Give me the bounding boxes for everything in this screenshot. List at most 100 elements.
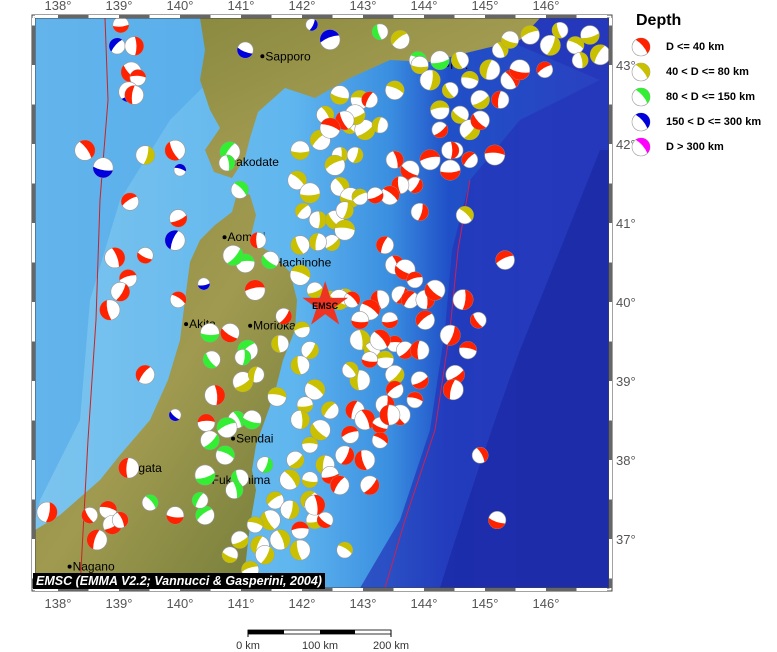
focal-mechanism-y[interactable] [280,500,300,520]
focal-mechanism-g[interactable] [141,494,159,511]
focal-mechanism-r[interactable] [36,501,58,523]
focal-mechanism-r[interactable] [431,121,449,139]
focal-mechanism-r[interactable] [343,291,361,308]
focal-mechanism-r[interactable] [124,36,144,56]
focal-mechanism-r[interactable] [361,91,379,109]
focal-mechanism-r[interactable] [375,236,394,255]
focal-mechanism-y[interactable] [324,154,346,176]
focal-mechanism-r[interactable] [442,379,464,401]
focal-mechanism-b[interactable] [305,18,319,32]
focal-mechanism-y[interactable] [334,219,356,241]
focal-mechanism-r[interactable] [204,384,226,406]
focal-mechanism-y[interactable] [571,51,589,69]
focal-mechanism-r[interactable] [495,250,515,270]
focal-mechanism-y[interactable] [430,100,450,120]
focal-mechanism-r[interactable] [120,192,139,211]
focal-mechanism-y[interactable] [286,450,305,469]
focal-mechanism-y[interactable] [266,491,285,510]
focal-mechanism-r[interactable] [341,425,360,444]
focal-mechanism-y[interactable] [294,202,312,220]
focal-mechanism-r[interactable] [275,307,293,325]
focal-mechanism-y[interactable] [470,90,490,110]
focal-mechanism-y[interactable] [255,545,275,565]
focal-mechanism-y[interactable] [259,509,281,531]
focal-mechanism-r[interactable] [461,151,479,169]
focal-mechanism-r[interactable] [129,69,147,86]
focal-mechanism-y[interactable] [520,25,540,45]
focal-mechanism-y[interactable] [321,401,340,420]
focal-mechanism-r[interactable] [419,149,441,171]
focal-mechanism-r[interactable] [118,457,140,479]
focal-mechanism-y[interactable] [301,471,319,489]
focal-mechanism-b[interactable] [108,37,126,55]
focal-mechanism-r[interactable] [439,324,461,346]
focal-mechanism-y[interactable] [269,529,291,551]
focal-mechanism-r[interactable] [360,475,380,495]
focal-mechanism-y[interactable] [580,25,600,45]
focal-mechanism-y[interactable] [419,69,441,91]
focal-mechanism-r[interactable] [424,279,446,301]
focal-mechanism-y[interactable] [479,59,501,81]
focal-mechanism-r[interactable] [410,340,430,360]
focal-mechanism-g[interactable] [230,180,249,199]
focal-mechanism-r[interactable] [366,187,384,204]
focal-mechanism-r[interactable] [369,329,391,351]
focal-mechanism-r[interactable] [249,232,267,249]
focal-mechanism-y[interactable] [385,80,405,100]
focal-mechanism-y[interactable] [290,235,310,255]
focal-mechanism-y[interactable] [450,105,469,124]
focal-mechanism-y[interactable] [460,71,479,90]
focal-mechanism-r[interactable] [491,90,510,109]
focal-mechanism-r[interactable] [86,529,108,551]
focal-mechanism-r[interactable] [410,371,429,390]
focal-mechanism-y[interactable] [308,210,327,229]
focal-mechanism-y[interactable] [455,206,474,225]
focal-mechanism-g[interactable] [218,154,236,172]
focal-mechanism-g[interactable] [371,23,389,41]
focal-mechanism-g[interactable] [194,464,216,486]
focal-mechanism-y[interactable] [385,364,405,385]
focal-mechanism-y[interactable] [300,341,319,360]
focal-mechanism-y[interactable] [221,546,239,564]
focal-mechanism-r[interactable] [291,521,310,540]
focal-mechanism-r[interactable] [469,311,487,329]
focal-mechanism-y[interactable] [390,30,410,50]
focal-mechanism-r[interactable] [136,247,154,264]
focal-mechanism-y[interactable] [299,182,321,204]
focal-mechanism-y[interactable] [301,436,319,454]
focal-mechanism-r[interactable] [380,185,400,206]
focal-mechanism-y[interactable] [551,21,569,39]
focal-mechanism-r[interactable] [74,139,96,161]
focal-mechanism-r[interactable] [406,271,424,289]
focal-mechanism-g[interactable] [195,505,215,525]
focal-mechanism-r[interactable] [354,409,376,431]
focal-mechanism-y[interactable] [346,146,364,164]
focal-mechanism-y[interactable] [371,116,389,134]
focal-mechanism-y[interactable] [304,379,326,401]
focal-mechanism-r[interactable] [110,282,130,302]
focal-mechanism-r[interactable] [166,506,185,525]
focal-mechanism-b[interactable] [236,41,254,59]
focal-mechanism-r[interactable] [124,85,144,105]
focal-mechanism-y[interactable] [247,366,265,383]
focal-mechanism-y[interactable] [279,469,301,491]
focal-mechanism-g[interactable] [225,481,244,500]
focal-mechanism-g[interactable] [261,251,280,270]
focal-mechanism-r[interactable] [169,291,187,308]
focal-mechanism-r[interactable] [350,311,369,330]
focal-mechanism-r[interactable] [335,445,355,465]
focal-mechanism-r[interactable] [361,351,379,368]
focal-mechanism-y[interactable] [308,232,327,251]
focal-mechanism-r[interactable] [164,139,186,161]
focal-mechanism-g[interactable] [200,323,220,343]
focal-mechanism-g[interactable] [234,348,252,366]
focal-mechanism-y[interactable] [267,387,287,407]
focal-mechanism-r[interactable] [371,431,389,449]
focal-mechanism-g[interactable] [242,410,262,430]
focal-mechanism-r[interactable] [112,17,130,34]
focal-mechanism-y[interactable] [230,530,249,549]
focal-mechanism-b[interactable] [92,157,114,178]
focal-mechanism-r[interactable] [452,289,474,311]
focal-mechanism-g[interactable] [191,491,209,509]
focal-mechanism-y[interactable] [501,30,520,49]
